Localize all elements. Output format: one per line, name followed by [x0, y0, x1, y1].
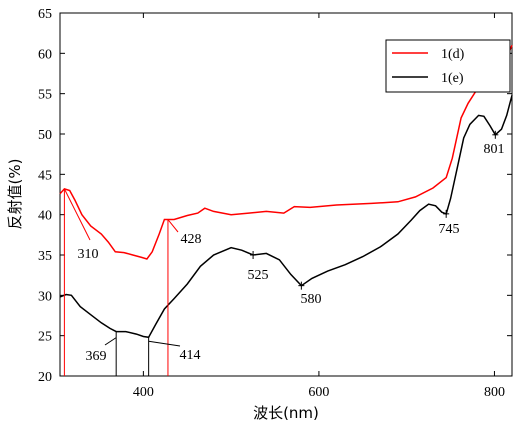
annotation-label: 310: [78, 247, 99, 262]
legend-box: [385, 39, 511, 93]
annotation-label: 369: [86, 349, 107, 364]
x-tick-label: 400: [133, 385, 154, 400]
annotation-leader: [104, 337, 117, 346]
annotation-label: 525: [248, 268, 269, 283]
x-tick-label: 600: [308, 385, 329, 400]
annotation-label: 745: [439, 222, 460, 237]
series-line-1e: [59, 95, 513, 339]
y-axis-title: 反射值(%): [6, 159, 24, 230]
y-tick-label: 65: [38, 7, 52, 22]
axis-ticks: 20 25 30 35 40 45 50 55 60 65 400 600 800: [38, 7, 512, 400]
plot-area-frame: [59, 12, 513, 377]
annotation-label: 801: [484, 142, 505, 157]
y-tick-label: 45: [38, 168, 52, 183]
legend: 1(d) 1(e): [385, 39, 511, 93]
annotation-label: 428: [181, 232, 202, 247]
series-group: [59, 44, 513, 339]
annotation-group: 310 428 369 414 525 580 745 801: [63, 130, 505, 376]
y-tick-label: 60: [38, 47, 52, 62]
legend-label-1d: 1(d): [441, 47, 465, 62]
annotation-leader: [148, 340, 181, 347]
y-tick-label: 35: [38, 249, 52, 264]
y-tick-label: 25: [38, 330, 52, 345]
x-tick-label: 800: [484, 385, 505, 400]
legend-label-1e: 1(e): [441, 71, 464, 86]
annotation-label: 580: [301, 292, 322, 307]
x-axis-title: 波长(nm): [253, 404, 319, 422]
y-tick-label: 40: [38, 209, 52, 224]
annotation-label: 414: [180, 348, 201, 363]
y-tick-label: 50: [38, 128, 52, 143]
annotation-leader: [167, 219, 179, 233]
y-tick-label: 55: [38, 88, 52, 103]
series-line-1d: [59, 44, 513, 260]
y-tick-label: 20: [38, 370, 52, 385]
annotation-leader: [63, 188, 91, 241]
y-tick-label: 30: [38, 289, 52, 304]
